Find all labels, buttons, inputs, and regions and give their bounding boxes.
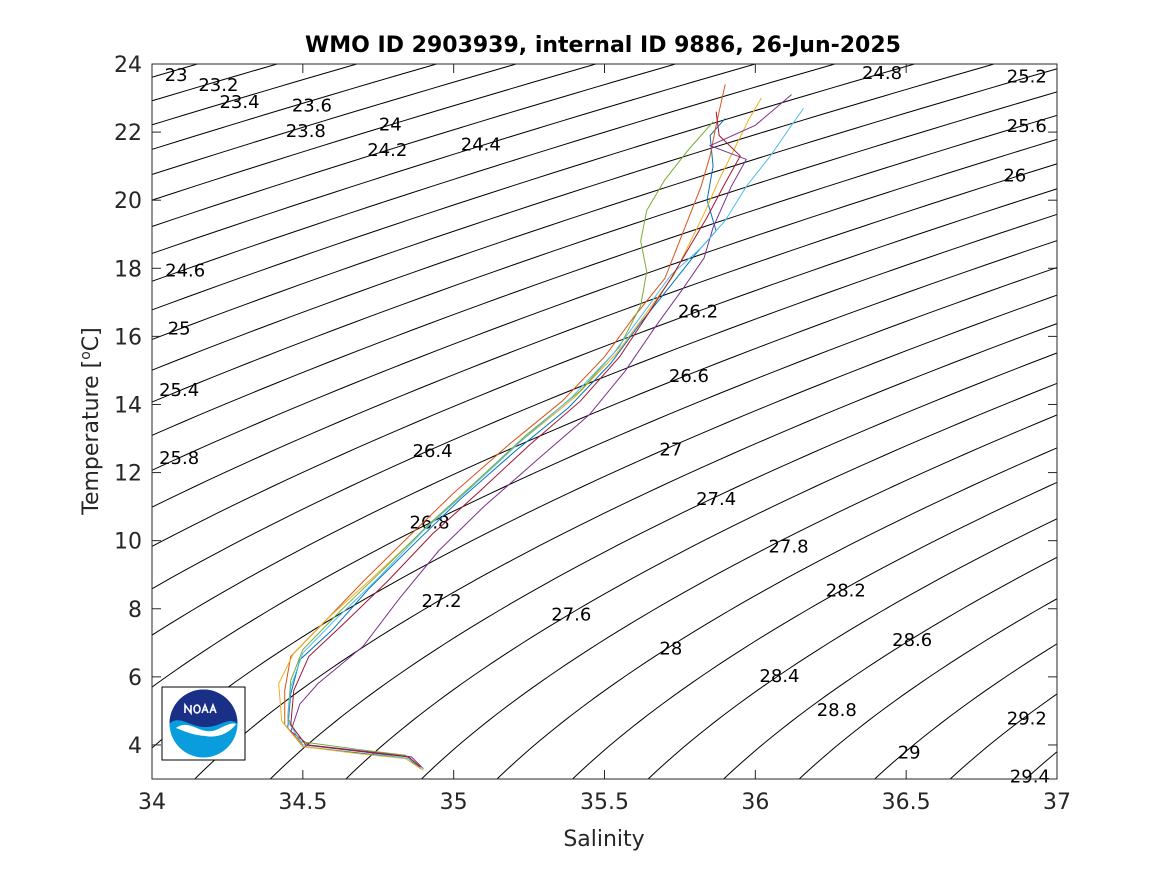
isopycnal-line (269, 352, 1057, 779)
y-tick-label: 10 (114, 530, 142, 555)
y-tick-label: 18 (114, 257, 142, 282)
isopycnal-line (194, 323, 1057, 779)
profile-series (284, 84, 726, 768)
y-tick-label: 20 (114, 189, 142, 214)
isopycnal-line (647, 518, 1057, 779)
isopycnal-line (152, 64, 837, 282)
isopycnal-line (420, 414, 1057, 779)
y-tick-label: 16 (114, 325, 142, 350)
isopycnal-line (873, 643, 1057, 779)
isopycnal-label: 23.4 (219, 92, 259, 113)
profile-series (287, 107, 805, 770)
isopycnal-label: 27 (659, 439, 682, 460)
y-axis-label-superscript: o (78, 351, 94, 360)
isopycnal-line (152, 64, 598, 201)
isopycnal-line (722, 556, 1057, 779)
isopycnal-label: 27.8 (768, 536, 808, 557)
isopycnal-label: 25 (168, 319, 191, 340)
y-axis-label: Temperature [oC] (78, 327, 104, 515)
isopycnal-label: 26.6 (669, 366, 709, 387)
x-tick-label: 34.5 (278, 790, 327, 815)
isopycnal-line (152, 64, 678, 227)
isopycnal-label: 25.6 (1007, 116, 1047, 137)
isopycnal-label: 28.4 (759, 666, 799, 687)
isopycnal-label: 23 (165, 65, 188, 86)
isopycnal-label: 24.8 (862, 63, 902, 84)
x-tick-label: 34 (138, 790, 166, 815)
chart-title: WMO ID 2903939, internal ID 9886, 26-Jun… (305, 33, 901, 58)
profile-series (290, 111, 741, 768)
isopycnal-line (798, 598, 1057, 779)
isopycnal-label: 23.2 (198, 75, 238, 96)
y-tick-label: 8 (128, 598, 142, 623)
isopycnal-lines (152, 64, 1057, 779)
x-tick-label: 35 (440, 790, 468, 815)
y-axis-ticks: 4 6 8 10 12 14 16 18 20 22 24 (114, 53, 1057, 759)
x-axis-ticks: 34 34.5 35 35.5 36 36.5 37 (138, 64, 1071, 815)
x-tick-label: 37 (1043, 790, 1071, 815)
y-tick-label: 24 (114, 53, 142, 78)
isopycnal-label: 28.6 (892, 630, 932, 651)
y-tick-label: 4 (128, 734, 142, 759)
isopycnal-label: 28.8 (817, 700, 857, 721)
noaa-logo-text (184, 702, 217, 716)
isopycnal-line (152, 64, 917, 311)
isopycnal-line (152, 294, 1057, 749)
isopycnal-label: 29.4 (1010, 766, 1050, 787)
isopycnal-line (152, 163, 1057, 508)
plot-area (152, 64, 1057, 779)
isopycnal-line (152, 240, 1057, 636)
isopycnal-label: 26.2 (678, 302, 718, 323)
x-tick-label: 36.5 (882, 790, 931, 815)
isopycnal-label: 27.2 (422, 591, 462, 612)
isopycnal-label: 24 (379, 114, 402, 135)
isopycnal-label: 23.6 (292, 96, 332, 117)
x-axis-label: Salinity (563, 827, 644, 852)
isopycnal-label: 28 (659, 639, 682, 660)
isopycnal-line (152, 64, 519, 175)
isopycnal-label: 27.6 (551, 605, 591, 626)
x-tick-label: 36 (741, 790, 769, 815)
isopycnal-label: 28.2 (826, 581, 866, 602)
noaa-logo-wave (176, 723, 236, 737)
isopycnal-line (152, 266, 1057, 688)
isopycnal-label: 24.4 (461, 135, 501, 156)
isopycnal-labels: 23 23.223.4 23.6 23.8 24 24.2 24.4 24.8 25.2 25.6… (159, 63, 1050, 787)
y-tick-label: 22 (114, 121, 142, 146)
isopycnal-line (152, 68, 1057, 371)
isopycnal-line (496, 447, 1057, 779)
noaa-logo (161, 686, 246, 761)
isopycnal-line (152, 138, 1057, 471)
isopycnal-label: 29.2 (1007, 708, 1047, 729)
profile-lines (278, 84, 805, 771)
isopycnal-line (152, 64, 996, 341)
isopycnal-label: 24.6 (165, 261, 205, 282)
isopycnal-label: 24.2 (367, 140, 407, 161)
x-tick-label: 35.5 (580, 790, 629, 815)
y-tick-label: 14 (114, 393, 142, 418)
y-tick-label: 12 (114, 462, 142, 487)
isopycnal-line (152, 114, 1057, 436)
isopycnal-line (152, 64, 757, 255)
isopycnal-line (571, 481, 1057, 779)
isopycnal-line (152, 213, 1057, 590)
isopycnal-label: 26.4 (413, 441, 453, 462)
isopycnal-line (152, 188, 1057, 548)
isopycnal-line (152, 91, 1057, 403)
y-axis-label-main: Temperature [ (79, 360, 104, 516)
isopycnal-line (345, 382, 1057, 779)
isopycnal-label: 29 (898, 742, 921, 763)
y-tick-label: 6 (128, 666, 142, 691)
isopycnal-label: 25.4 (159, 380, 199, 401)
isopycnal-label: 23.8 (286, 121, 326, 142)
isopycnal-label: 25.8 (159, 448, 199, 469)
y-axis-label-end: C] (79, 327, 104, 351)
isopycnal-label: 26 (1003, 165, 1026, 186)
isopycnal-label: 25.2 (1007, 67, 1047, 88)
isopycnal-label: 27.4 (696, 489, 736, 510)
